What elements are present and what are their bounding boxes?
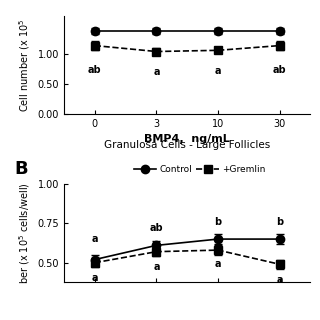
Text: a: a xyxy=(215,259,221,269)
Text: a: a xyxy=(153,68,160,77)
Text: a: a xyxy=(215,66,221,76)
Text: B: B xyxy=(15,160,28,178)
Text: a: a xyxy=(92,273,98,283)
+Gremlin xyxy=(278,262,282,266)
Control xyxy=(216,237,220,241)
+Gremlin xyxy=(216,248,220,252)
Text: b: b xyxy=(276,217,283,227)
Text: a: a xyxy=(276,275,283,285)
Y-axis label: Cell number (x 10$^5$: Cell number (x 10$^5$ xyxy=(17,18,32,112)
Line: Control: Control xyxy=(91,235,284,264)
Control xyxy=(278,237,282,241)
Text: a: a xyxy=(153,262,160,272)
X-axis label: BMP4,  ng/mL: BMP4, ng/mL xyxy=(144,134,230,144)
Text: ab: ab xyxy=(149,223,163,233)
+Gremlin xyxy=(93,261,97,265)
Text: a: a xyxy=(92,234,98,244)
Text: ab: ab xyxy=(273,65,286,75)
Control xyxy=(93,258,97,261)
Line: +Gremlin: +Gremlin xyxy=(91,246,284,268)
Title: Granulosa Cells - Large Follicles: Granulosa Cells - Large Follicles xyxy=(104,140,270,150)
Y-axis label: ber (x 10$^5$ cells/well): ber (x 10$^5$ cells/well) xyxy=(17,182,32,284)
Text: b: b xyxy=(214,217,221,227)
+Gremlin xyxy=(155,250,158,253)
Legend: Control, +Gremlin: Control, +Gremlin xyxy=(130,161,269,177)
Text: ab: ab xyxy=(88,65,102,75)
Control xyxy=(155,244,158,247)
